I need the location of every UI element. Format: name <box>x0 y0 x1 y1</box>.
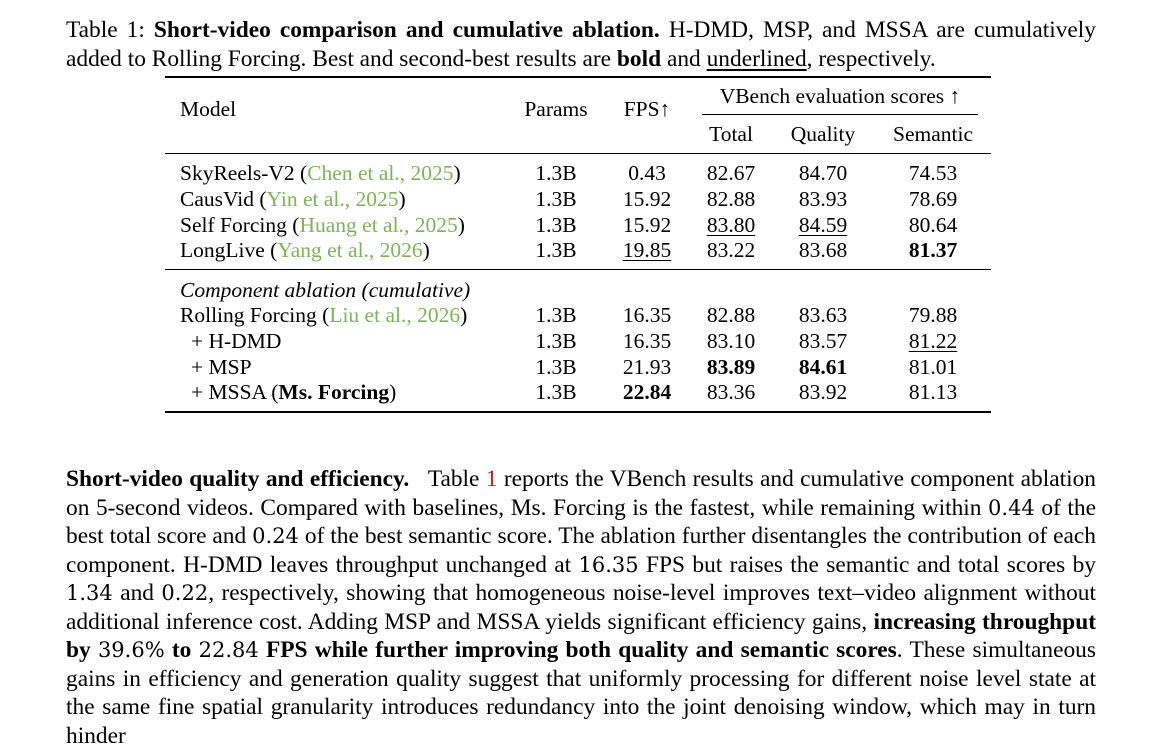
paragraph-bold-text: to <box>171 637 192 663</box>
row-model: Rolling Forcing (Liu et al., 2026) <box>180 303 468 327</box>
row-model: + MSSA (Ms. Forcing) <box>191 380 397 404</box>
row-model: CausVid (Yin et al., 2025) <box>180 187 406 211</box>
cell-total-second-best: 83.80 <box>706 213 756 237</box>
paragraph-text: and <box>120 580 154 606</box>
paragraph-text: , respectively, showing that homogeneous… <box>66 580 1096 635</box>
row-model: Self Forcing (Huang et al., 2025) <box>180 213 465 237</box>
cell-semantic: 80.64 <box>908 213 958 237</box>
row-model: LongLive (Yang et al., 2026) <box>180 238 430 262</box>
cell-fps: 15.92 <box>622 187 672 211</box>
cell-total-best: 83.89 <box>706 355 756 379</box>
cell-semantic-second-best: 81.22 <box>908 329 958 353</box>
cell-semantic: 81.01 <box>908 355 958 379</box>
header-fps: FPS↑ <box>623 97 671 121</box>
cell-params: 1.3B <box>535 329 577 353</box>
paragraph-bold-text: increasing throughput by <box>66 608 1096 664</box>
top-rule <box>165 76 991 78</box>
row-model: + H-DMD <box>191 329 282 353</box>
math-value: 0.44 <box>988 495 1035 520</box>
math-value: 16.35 <box>578 552 639 577</box>
cell-fps: 16.35 <box>622 303 672 327</box>
ablation-section-title: Component ablation (cumulative) <box>180 278 471 302</box>
cell-fps: 0.43 <box>628 161 666 185</box>
section-rule <box>165 269 991 270</box>
paragraph-text: reports the VBench results and cumulativ… <box>66 466 1096 521</box>
cell-fps-best: 22.84 <box>622 380 672 404</box>
citation-link[interactable]: Yin et al., 2025 <box>266 187 399 211</box>
caption-text: H-DMD, MSP, and MSSA are cumulatively ad… <box>66 17 1096 72</box>
bottom-rule <box>165 411 991 413</box>
body-paragraph: Short-video quality and efficiency. Tabl… <box>66 465 1096 750</box>
paragraph-text: . These simultaneous gains in efficiency… <box>66 637 1096 749</box>
paragraph-text: of the best total score and <box>66 494 1096 550</box>
header-vbench-group: VBench evaluation scores ↑ <box>719 84 961 108</box>
math-value: 0.24 <box>252 524 299 548</box>
header-semantic: Semantic <box>892 122 974 146</box>
math-value: 39.6% <box>97 638 165 662</box>
cell-quality: 83.93 <box>798 187 848 211</box>
cell-semantic: 74.53 <box>908 161 958 185</box>
caption-bold-word: bold <box>616 45 662 72</box>
math-value: 22.84 <box>198 638 259 662</box>
cell-fps: 15.92 <box>622 213 672 237</box>
cell-quality: 83.57 <box>798 329 848 353</box>
cell-total: 83.36 <box>706 380 756 404</box>
citation-link[interactable]: Chen et al., 2025 <box>307 161 454 185</box>
row-model: + MSP <box>191 355 252 379</box>
cell-params: 1.3B <box>535 355 577 379</box>
cell-params: 1.3B <box>535 238 577 262</box>
paragraph-bold-text: FPS while further improving both quality… <box>265 637 897 663</box>
cell-total: 82.88 <box>706 303 756 327</box>
math-value: 0.22 <box>161 581 209 605</box>
header-params: Params <box>524 97 588 121</box>
cell-params: 1.3B <box>535 380 577 404</box>
cell-total: 82.88 <box>706 187 756 211</box>
cell-quality: 83.92 <box>798 380 848 404</box>
cell-quality-best: 84.61 <box>798 355 848 379</box>
caption-title: Short-video comparison and cumulative ab… <box>153 17 660 43</box>
header-cmidrule <box>702 114 978 115</box>
header-rule <box>165 153 991 154</box>
header-total: Total <box>709 122 753 146</box>
citation-link[interactable]: Yang et al., 2026 <box>277 238 423 262</box>
cell-quality: 83.63 <box>798 303 848 327</box>
paragraph-text: Table <box>427 466 480 492</box>
paragraph-text: FPS but raises the semantic and total sc… <box>646 551 1097 578</box>
cell-params: 1.3B <box>535 303 577 327</box>
cell-semantic: 81.13 <box>908 380 958 404</box>
cell-quality-second-best: 84.59 <box>798 213 848 237</box>
header-quality: Quality <box>790 122 856 146</box>
row-model: SkyReels-V2 (Chen et al., 2025) <box>180 161 461 185</box>
cell-params: 1.3B <box>535 161 577 185</box>
cell-total: 83.10 <box>706 329 756 353</box>
citation-link[interactable]: Huang et al., 2025 <box>299 213 458 237</box>
cell-params: 1.3B <box>535 213 577 237</box>
cell-total: 82.67 <box>706 161 756 185</box>
paragraph-heading: Short-video quality and efficiency. <box>66 466 410 492</box>
header-model: Model <box>180 97 237 121</box>
caption-underlined-word: underlined <box>706 45 807 72</box>
table-caption: Table 1: Short-video comparison and cumu… <box>66 16 1096 73</box>
cell-params: 1.3B <box>535 187 577 211</box>
cell-total: 83.22 <box>706 238 756 262</box>
table-reference-link[interactable]: 1 <box>485 466 498 492</box>
caption-label: Table 1: <box>66 17 145 43</box>
caption-and-word: and <box>666 45 701 72</box>
citation-link[interactable]: Liu et al., 2026 <box>329 303 461 327</box>
caption-text-end: , respectively. <box>806 45 936 72</box>
cell-quality: 84.70 <box>798 161 848 185</box>
cell-fps: 16.35 <box>622 329 672 353</box>
paragraph-text: of the best semantic score. The ablation… <box>66 523 1097 578</box>
cell-fps-second-best: 19.85 <box>622 238 672 262</box>
math-value: 1.34 <box>66 581 113 605</box>
cell-fps: 21.93 <box>622 355 672 379</box>
cell-semantic: 79.88 <box>908 303 958 327</box>
cell-semantic: 78.69 <box>908 187 958 211</box>
cell-quality: 83.68 <box>798 238 848 262</box>
cell-semantic-best: 81.37 <box>908 238 958 262</box>
